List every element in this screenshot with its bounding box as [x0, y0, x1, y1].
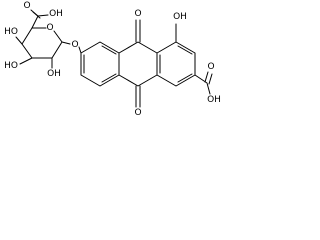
atom-label: OH — [47, 69, 61, 79]
sugar-ring — [21, 27, 63, 59]
atom-label: O — [134, 108, 141, 118]
atom-label: OH — [207, 95, 221, 105]
atom-label: O — [23, 1, 30, 11]
left-ring-double — [83, 45, 117, 83]
atom-label: O — [46, 23, 53, 33]
structure-diagram: O OH HO O O HO OH O OH O O OH — [4, 1, 221, 118]
atom-label: O — [134, 9, 141, 19]
atom-label: O — [71, 40, 78, 50]
atom-label: OH — [49, 9, 63, 19]
bonds — [15, 9, 213, 108]
atom-label: OH — [173, 12, 187, 22]
middle-ring — [118, 41, 158, 87]
atom-label: O — [207, 62, 214, 72]
atom-label: HO — [4, 61, 18, 71]
right-ring-double — [159, 45, 193, 83]
left-ring — [80, 41, 120, 87]
carbonyl-bonds — [135, 19, 141, 108]
substituent-bonds — [15, 36, 82, 69]
atom-labels: O OH HO O O HO OH O OH O O OH — [4, 1, 221, 118]
right-ring — [156, 41, 196, 87]
atom-label: HO — [4, 27, 18, 37]
carboxyl-bonds — [30, 9, 49, 29]
acid-bonds — [194, 71, 213, 95]
